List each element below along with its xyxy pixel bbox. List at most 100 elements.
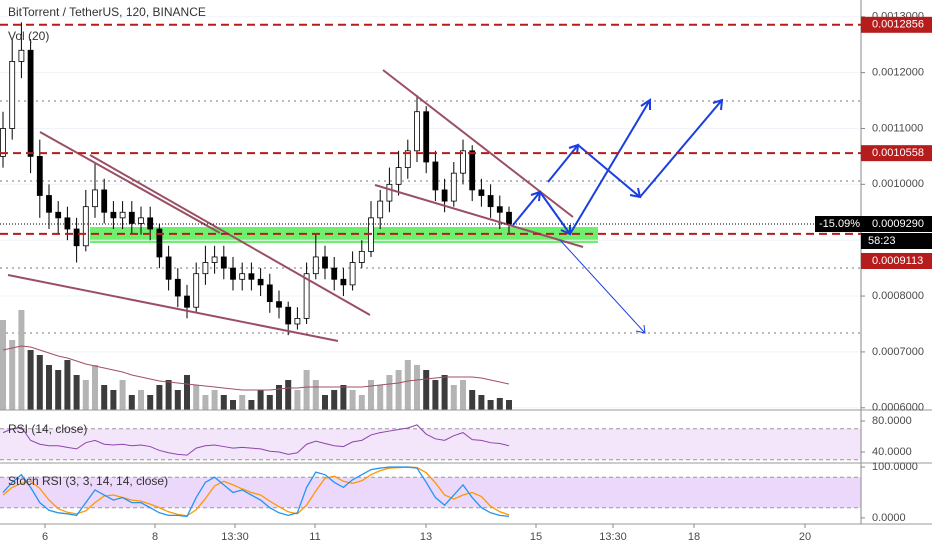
volume-bar xyxy=(395,370,402,410)
candle-body xyxy=(340,278,347,286)
candle-body xyxy=(377,200,384,219)
arrow xyxy=(639,98,724,198)
candle-body xyxy=(27,49,34,157)
candle-body xyxy=(294,317,301,325)
x-tick-label: 13:30 xyxy=(599,531,627,543)
volume-bar xyxy=(358,395,365,410)
volume-bar xyxy=(441,375,448,410)
candle-body xyxy=(193,273,200,308)
candle-body xyxy=(248,273,255,280)
candle-body xyxy=(469,150,476,191)
candle-body xyxy=(174,278,181,297)
volume-bar xyxy=(55,370,62,410)
volume-bar xyxy=(285,380,292,410)
volume-bar xyxy=(276,385,282,410)
volume-bar xyxy=(73,375,80,410)
stoch-title: Stoch RSI (3, 3, 14, 14, close) xyxy=(8,474,168,488)
candle-body xyxy=(110,211,117,219)
volume-bar xyxy=(174,390,181,410)
candle-body xyxy=(266,284,273,303)
price-line-label: 0.0012856 xyxy=(872,19,924,31)
volume-bar xyxy=(340,385,347,410)
x-tick-label: 8 xyxy=(152,531,158,543)
volume-bar xyxy=(193,385,200,410)
candle-body xyxy=(46,195,52,213)
y-tick-label: 0.0012000 xyxy=(872,67,924,79)
y-tick-label: 0.0010000 xyxy=(872,178,924,190)
candle-body xyxy=(0,128,6,157)
y-tick-label: 0.0011000 xyxy=(872,122,923,134)
price-line-box xyxy=(861,16,932,33)
y-tick-label: 0.0008000 xyxy=(872,290,924,302)
stoch-k-line xyxy=(2,466,510,518)
marks xyxy=(0,22,861,518)
candle-body xyxy=(441,189,448,202)
volume-bar xyxy=(211,390,218,410)
candle-body xyxy=(119,211,126,219)
x-tick-label: 11 xyxy=(309,531,320,543)
volume-bar xyxy=(64,360,71,410)
last-price-box xyxy=(861,215,932,232)
candle-body xyxy=(147,217,154,230)
candle-body xyxy=(414,111,420,152)
stoch-band xyxy=(0,477,861,508)
volume-bar xyxy=(138,390,144,410)
volume-bar xyxy=(156,385,163,410)
volume-bar xyxy=(101,385,108,410)
chart-title: BitTorrent / TetherUS, 120, BINANCE xyxy=(8,5,206,19)
trend-line xyxy=(89,154,371,316)
volume-bar xyxy=(119,380,126,410)
volume-bar xyxy=(303,370,310,410)
candle-body xyxy=(276,301,282,308)
volume-ma-line xyxy=(2,345,510,391)
x-tick-label: 6 xyxy=(42,531,48,543)
volume-bar xyxy=(230,400,236,410)
change-label: -15.09% xyxy=(819,218,860,230)
candle-body xyxy=(165,256,172,280)
candle-body xyxy=(9,61,16,129)
volume-bar xyxy=(349,390,356,410)
candle-body xyxy=(404,150,411,168)
volume-bar xyxy=(404,360,411,410)
x-tick-label: 18 xyxy=(688,531,700,543)
volume-bar xyxy=(184,375,190,410)
volume-bar xyxy=(423,370,430,410)
candle-body xyxy=(36,156,43,196)
candle-body xyxy=(202,262,209,275)
volume-bar xyxy=(165,380,172,410)
volume-bar xyxy=(257,390,264,410)
candle-body xyxy=(184,295,190,308)
x-tick-label: 13 xyxy=(420,531,432,543)
x-tick-label: 13:30 xyxy=(221,531,249,543)
rsi-line xyxy=(2,424,510,456)
arrow xyxy=(559,239,646,334)
price-line-label: 0.0010558 xyxy=(872,147,924,159)
volume-bar xyxy=(312,380,319,410)
candle-body xyxy=(92,189,98,208)
rsi-title: RSI (14, close) xyxy=(8,422,87,436)
y-tick-label: 0.0007000 xyxy=(872,346,924,358)
candle-body xyxy=(487,195,494,208)
last-price-label: 0.0009290 xyxy=(872,218,924,230)
volume-bar xyxy=(432,380,439,410)
volume-bar xyxy=(46,365,52,410)
candle-body xyxy=(64,217,71,230)
countdown-box xyxy=(861,232,932,249)
rsi-tick-label: 80.0000 xyxy=(872,415,912,427)
volume-bar xyxy=(377,385,384,410)
price-line-box xyxy=(861,145,932,162)
candle-body xyxy=(156,228,163,258)
candle-body xyxy=(220,256,227,269)
y-tick-label: 0.0006000 xyxy=(872,402,924,414)
volume-bar xyxy=(460,380,466,410)
candle-body xyxy=(496,206,503,213)
stoch-tick-label: 0.0000 xyxy=(872,512,906,524)
volume-bar xyxy=(450,385,457,410)
volume-bar xyxy=(27,350,34,410)
volume-bar xyxy=(386,375,393,410)
candle-body xyxy=(349,262,356,286)
volume-bar xyxy=(9,340,16,410)
volume-bar xyxy=(18,310,25,410)
rsi-band xyxy=(0,428,861,460)
